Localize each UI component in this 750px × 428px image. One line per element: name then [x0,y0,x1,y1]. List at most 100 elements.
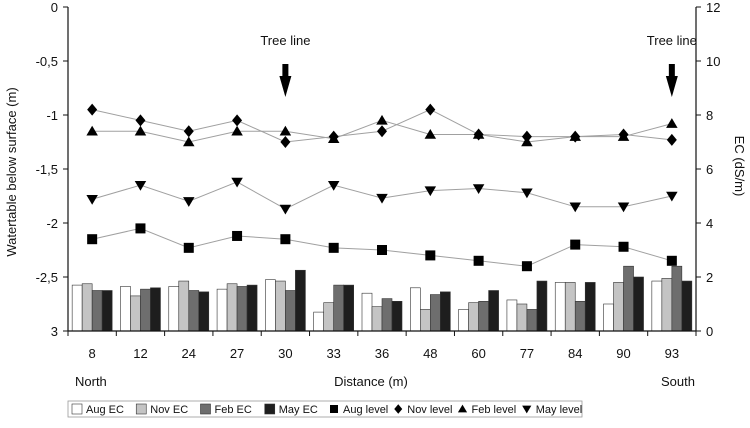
point-feb-level [183,136,195,147]
point-feb-level [472,128,485,139]
bar-feb-ec [478,300,489,332]
point-may-level [231,177,243,188]
annotation-arrow-shaft [668,64,675,78]
y-tick-label: 0 [51,0,58,15]
x-tick-label: 93 [665,346,679,361]
annotations-group: Tree line Tree line [260,33,697,97]
y2-tick-label: 8 [706,108,713,123]
bar-nov-ec [275,280,286,332]
bar-aug-ec [313,311,324,332]
x-tick-label: 12 [133,346,147,361]
annotation-tree-line: Tree line [647,33,697,48]
y-tick-label: 3 [51,324,58,339]
point-may-level [617,202,630,213]
x-tick-label: 90 [616,346,630,361]
point-aug-level [377,245,387,255]
point-aug-level [232,230,243,241]
bar-feb-ec [623,265,634,332]
point-feb-level [134,125,147,136]
y2-tick-label: 12 [706,0,720,15]
bar-nov-ec [516,303,528,332]
legend-label-nov-ec: Nov EC [150,404,188,416]
point-feb-level [279,125,292,136]
point-nov-level [666,133,677,146]
bar-nov-ec [564,282,576,332]
x-tick-label: 77 [520,346,534,361]
bar-may-ec [198,291,210,332]
bar-aug-ec [410,287,421,332]
point-feb-level [569,131,581,141]
bar-feb-ec [333,284,344,332]
x-tick-label: 84 [568,346,582,361]
bar-aug-ec [216,288,228,332]
bar-aug-ec [506,299,518,332]
bar-aug-ec [265,279,276,332]
legend-label-feb-ec: Feb EC [215,404,252,416]
bar-may-ec [681,280,693,332]
legend-swatch-may-level [522,405,532,414]
corner-label-north: North [75,374,107,389]
point-feb-level [521,136,533,147]
y-tick-label: -2,5 [36,270,58,285]
y2-tick-label: 6 [706,162,713,177]
legend-label-aug-ec: Aug EC [86,404,124,416]
bar-aug-ec [120,286,131,332]
annotation-arrow-head [279,76,292,97]
bar-feb-ec [526,309,538,332]
point-nov-level [183,125,194,138]
bar-nov-ec [661,278,673,332]
legend-swatch-may-ec [264,403,276,415]
y-axis-title: Watertable below surface (m) [4,87,19,256]
point-aug-level [328,242,339,253]
x-tick-label: 60 [471,346,485,361]
bar-may-ec [536,280,548,332]
bar-nov-ec [178,280,190,332]
point-feb-level [617,131,630,141]
bar-nov-ec [130,295,141,332]
bar-aug-ec [651,280,663,332]
point-may-level [183,197,195,207]
bar-nov-ec [226,283,238,332]
annotation-arrow-head [665,76,678,97]
bar-feb-ec [91,290,103,332]
bar-feb-ec [381,298,393,332]
bar-feb-ec [671,265,683,332]
y2-axis-title: EC (dS/m) [732,136,747,197]
bar-feb-ec [430,294,441,332]
point-aug-level [618,241,629,252]
corner-label-south: South [661,374,695,389]
point-nov-level [280,136,291,148]
y2-tick-label: 2 [706,270,713,285]
legend-label-may-ec: May EC [279,404,318,416]
legend-swatch-aug-ec [71,403,83,415]
legend-label-nov-level: Nov level [407,404,452,416]
legend-label-aug-level: Aug level [343,404,388,416]
point-aug-level [135,223,146,234]
point-feb-level [327,133,340,144]
bar-feb-ec [188,290,200,332]
bar-feb-ec [574,300,586,332]
legend-label-feb-level: Feb level [472,404,517,416]
bar-may-ec [584,282,596,332]
legend-frame [67,400,583,418]
bar-nov-ec [81,283,93,332]
bars-group [71,265,693,332]
legend-swatch-aug-level [330,405,338,413]
point-may-level [134,180,147,191]
x-tick-label: 48 [423,346,437,361]
y2-tick-label: 0 [706,324,713,339]
y-tick-label: -1,5 [36,162,58,177]
point-may-level [376,193,388,204]
point-may-level [569,202,581,213]
legend-label-may-level: May level [536,404,582,416]
bar-aug-ec [458,309,469,332]
point-may-level [521,188,533,199]
bar-may-ec [440,291,451,332]
point-aug-level [521,261,532,272]
x-tick-label: 30 [278,346,292,361]
bar-may-ec [343,284,354,332]
bar-aug-ec [554,282,566,332]
bar-may-ec [633,276,644,332]
point-may-level [666,191,678,202]
